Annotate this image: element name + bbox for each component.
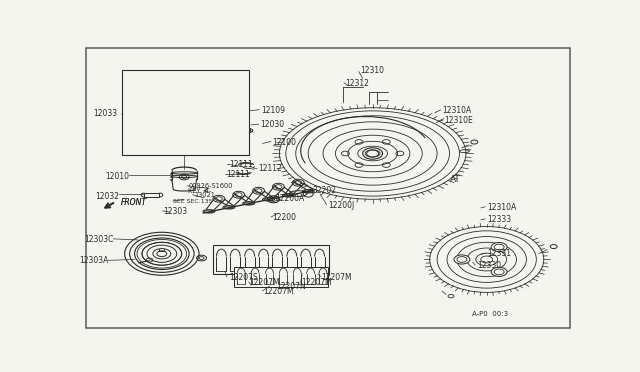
Text: A-P0  00:3: A-P0 00:3	[472, 311, 508, 317]
Text: 12207N: 12207N	[276, 282, 306, 291]
Text: 12111: 12111	[227, 170, 250, 179]
Text: 12010: 12010	[106, 172, 129, 181]
Text: 32202: 32202	[312, 186, 336, 195]
Text: 12331: 12331	[486, 249, 511, 258]
Text: AT: AT	[449, 175, 460, 184]
Text: 12330: 12330	[477, 261, 501, 270]
Text: 12207M: 12207M	[321, 273, 352, 282]
Text: 12109: 12109	[261, 106, 285, 115]
Text: FRONT: FRONT	[121, 198, 147, 207]
Text: 12310E: 12310E	[445, 116, 474, 125]
Bar	[145, 193, 159, 197]
Text: 12033: 12033	[93, 109, 117, 118]
Text: 12310A: 12310A	[442, 106, 471, 115]
Text: 12112: 12112	[259, 164, 282, 173]
Text: 12303A: 12303A	[79, 256, 109, 265]
Circle shape	[491, 267, 507, 276]
Text: 12100: 12100	[273, 138, 296, 147]
Text: 12111: 12111	[229, 160, 253, 169]
Text: 12333: 12333	[486, 215, 511, 224]
Text: 12303C: 12303C	[84, 235, 114, 244]
Text: 12200A: 12200A	[275, 194, 304, 203]
Text: 12207S: 12207S	[229, 273, 257, 282]
Text: 00926-S1600: 00926-S1600	[188, 183, 232, 189]
Text: SEE SEC.135: SEE SEC.135	[173, 199, 212, 204]
Text: KEY  4-: KEY 4-	[188, 188, 211, 194]
Text: 12030: 12030	[260, 121, 284, 129]
Text: 12303: 12303	[163, 207, 188, 216]
Text: 12207M: 12207M	[301, 278, 332, 287]
Text: 13021: 13021	[194, 192, 215, 198]
Text: 12207M: 12207M	[250, 278, 280, 287]
Text: 12310A: 12310A	[486, 203, 516, 212]
Text: 12200: 12200	[273, 213, 296, 222]
Bar	[122, 70, 248, 155]
Circle shape	[454, 255, 470, 264]
Text: FRONT: FRONT	[121, 198, 147, 207]
Text: 12032: 12032	[96, 192, 120, 201]
Text: 12200J: 12200J	[328, 201, 355, 209]
Bar	[234, 267, 328, 287]
Circle shape	[491, 243, 507, 251]
Text: 12207M: 12207M	[264, 287, 294, 296]
Text: 12312: 12312	[346, 79, 369, 88]
Bar	[213, 245, 330, 274]
Text: 12310: 12310	[360, 67, 384, 76]
